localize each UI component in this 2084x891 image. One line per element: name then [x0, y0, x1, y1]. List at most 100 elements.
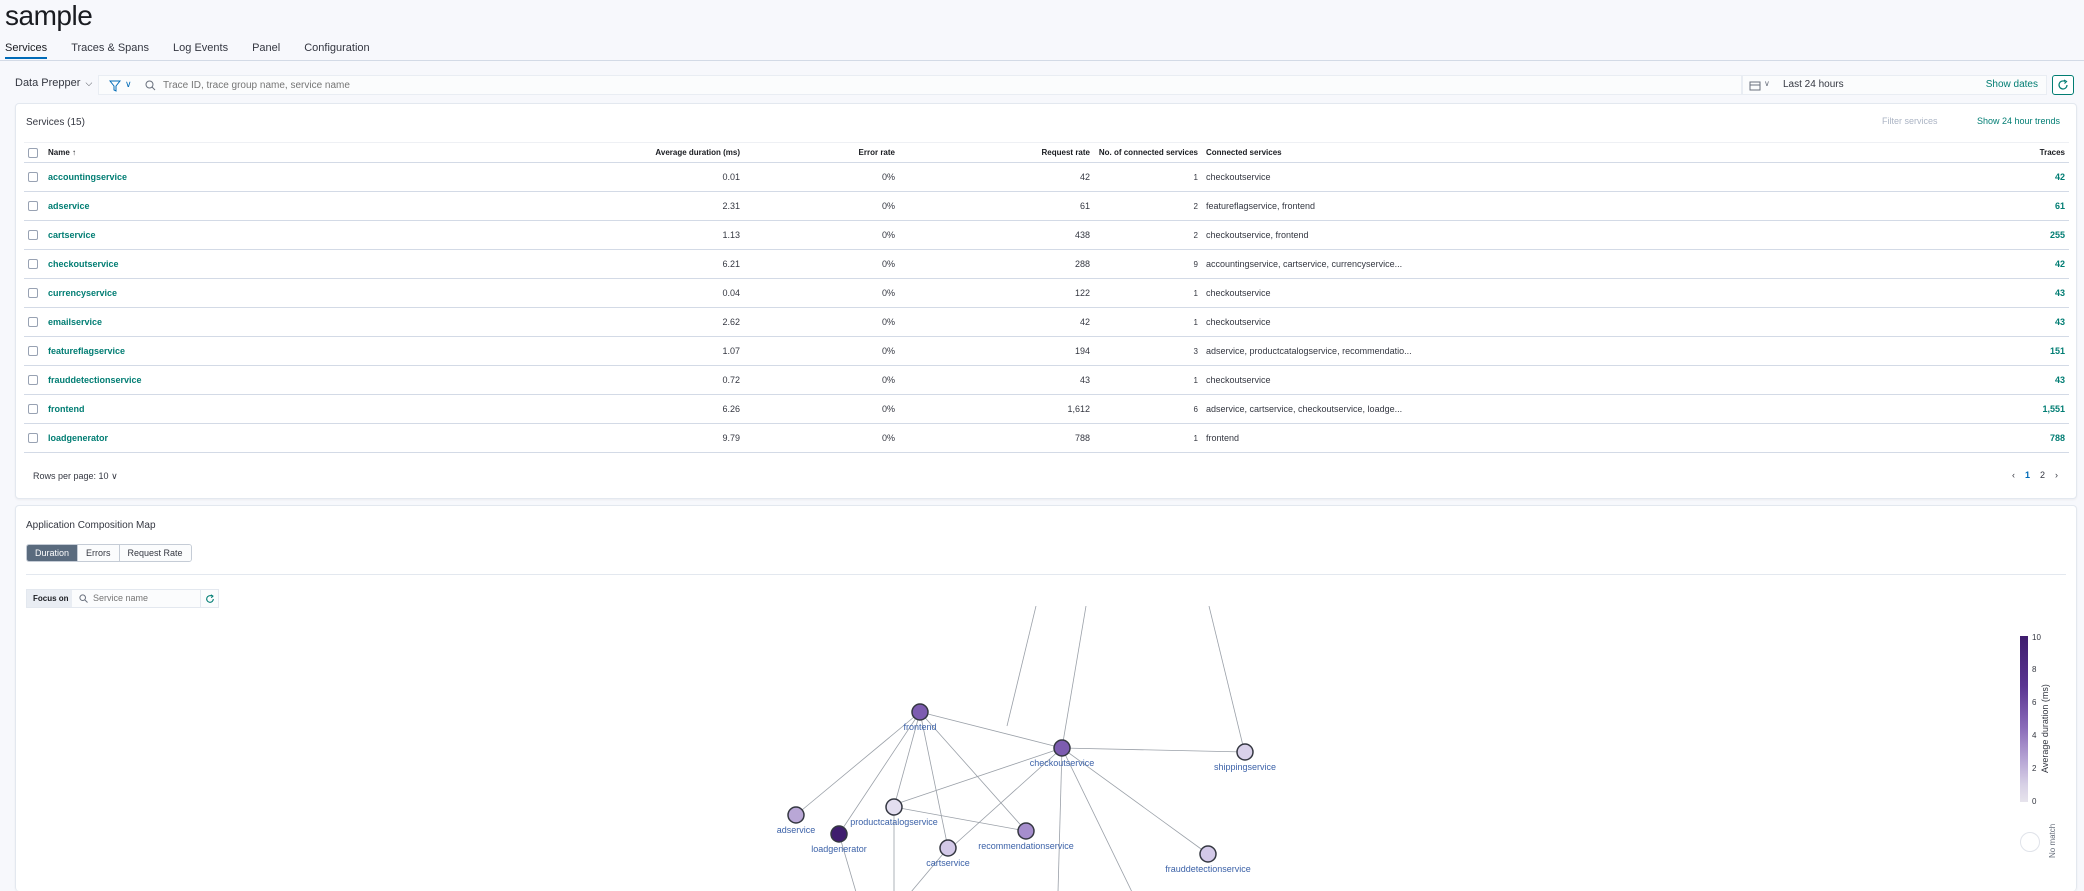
chevron-right-icon[interactable]: ›	[2055, 470, 2058, 480]
tab-log-events[interactable]: Log Events	[173, 42, 229, 54]
graph-node[interactable]	[1236, 743, 1254, 761]
show-trends-link[interactable]: Show 24 hour trends	[1976, 116, 2060, 126]
row-checkbox[interactable]	[28, 259, 38, 270]
column-traces[interactable]: Traces	[1802, 142, 2069, 163]
service-name-link[interactable]: adservice	[48, 201, 90, 211]
rows-per-page-selector[interactable]: Rows per page: 10 ∨	[33, 471, 118, 482]
refresh-icon	[2058, 79, 2068, 90]
tab-panel[interactable]: Panel	[252, 42, 281, 54]
page-2[interactable]: 2	[2039, 470, 2045, 480]
connected-count-cell: 1	[1094, 162, 1202, 192]
error-rate-cell: 0%	[744, 394, 899, 424]
legend-tick: 0	[2032, 797, 2037, 806]
refresh-button[interactable]	[2052, 75, 2074, 95]
row-checkbox[interactable]	[28, 172, 38, 183]
row-checkbox[interactable]	[28, 404, 38, 415]
select-all-cell	[24, 142, 44, 163]
row-checkbox[interactable]	[28, 317, 38, 328]
pagination: ‹ 1 2 ›	[2012, 470, 2058, 480]
traces-cell: 42	[1802, 162, 2069, 192]
column-request-rate[interactable]: Request rate	[899, 142, 1094, 163]
mode-duration-button[interactable]: Duration	[27, 545, 79, 561]
graph-node[interactable]	[830, 825, 848, 843]
avg-duration-cell: 9.79	[344, 423, 744, 453]
graph-node[interactable]	[787, 806, 805, 824]
traces-link[interactable]: 788	[2049, 433, 2065, 443]
traces-cell: 42	[1802, 249, 2069, 279]
column-error-rate[interactable]: Error rate	[744, 142, 899, 163]
row-checkbox[interactable]	[28, 433, 38, 444]
filter-services-input[interactable]: Filter services	[1882, 116, 1938, 126]
traces-link[interactable]: 61	[2054, 201, 2065, 211]
graph-node[interactable]	[911, 703, 929, 721]
graph-node[interactable]	[1017, 822, 1035, 840]
row-checkbox[interactable]	[28, 375, 38, 386]
row-checkbox[interactable]	[28, 346, 38, 357]
service-name-input[interactable]	[93, 591, 193, 605]
table-row: checkoutservice 6.21 0% 288 9 accountingservi…	[24, 249, 2069, 279]
graph-edge	[1061, 747, 1209, 855]
row-checkbox[interactable]	[28, 201, 38, 212]
column-name[interactable]: Name ↑	[44, 142, 344, 163]
tab-configuration[interactable]: Configuration	[304, 42, 370, 54]
traces-link[interactable]: 43	[2054, 375, 2065, 385]
data-source-selector[interactable]: Data Prepper ⌵	[15, 77, 92, 89]
service-name-link[interactable]: frauddetectionservice	[48, 375, 142, 385]
traces-link[interactable]: 1,551	[2042, 404, 2065, 414]
column-avg-duration[interactable]: Average duration (ms)	[344, 142, 744, 163]
traces-link[interactable]: 43	[2054, 288, 2065, 298]
service-name-link[interactable]: accountingservice	[48, 172, 128, 182]
column-connected-count[interactable]: No. of connected services	[1094, 142, 1202, 163]
request-rate-cell: 42	[899, 307, 1094, 337]
tab-services[interactable]: Services	[5, 38, 48, 59]
service-name-link[interactable]: currencyservice	[48, 288, 118, 298]
traces-link[interactable]: 43	[2054, 317, 2065, 327]
graph-node[interactable]	[885, 798, 903, 816]
error-rate-cell: 0%	[744, 423, 899, 453]
service-name-link[interactable]: checkoutservice	[48, 259, 119, 269]
service-name-cell: adservice	[44, 191, 344, 221]
graph-node[interactable]	[1199, 845, 1217, 863]
traces-link[interactable]: 42	[2054, 172, 2065, 182]
legend-tick: 6	[2032, 698, 2037, 707]
service-name-link[interactable]: featureflagservice	[48, 346, 126, 356]
service-name-link[interactable]: loadgenerator	[48, 433, 109, 443]
graph-node[interactable]	[1053, 739, 1071, 757]
request-rate-cell: 43	[899, 365, 1094, 395]
traces-link[interactable]: 151	[2049, 346, 2065, 356]
service-name-link[interactable]: cartservice	[48, 230, 96, 240]
search-input[interactable]	[163, 77, 1063, 93]
row-checkbox[interactable]	[28, 288, 38, 299]
traces-link[interactable]: 42	[2054, 259, 2065, 269]
row-checkbox[interactable]	[28, 230, 38, 241]
focus-refresh-button[interactable]	[200, 590, 218, 607]
chevron-left-icon[interactable]: ‹	[2011, 470, 2015, 480]
sort-up-icon: ↑	[72, 148, 77, 157]
traces-cell: 43	[1802, 278, 2069, 308]
mode-errors-button[interactable]: Errors	[78, 545, 120, 561]
graph-edges	[795, 606, 1247, 891]
page-title: sample	[5, 0, 93, 31]
page-1[interactable]: 1	[2024, 470, 2030, 480]
traces-link[interactable]: 255	[2049, 230, 2065, 240]
traces-cell: 61	[1802, 191, 2069, 221]
show-dates-link[interactable]: Show dates	[1985, 79, 2038, 90]
service-name-link[interactable]: frontend	[48, 404, 85, 414]
select-all-checkbox[interactable]	[28, 147, 38, 158]
chevron-down-icon[interactable]: ∨	[125, 79, 132, 89]
service-name-link[interactable]: emailservice	[48, 317, 103, 327]
error-rate-cell: 0%	[744, 336, 899, 366]
table-row: frauddetectionservice 0.72 0% 43 1 checkoutse…	[24, 365, 2069, 395]
connected-services-cell: adservice, cartservice, checkoutservice,…	[1202, 394, 1802, 424]
legend-axis-title: Average duration (ms)	[2040, 684, 2050, 773]
chevron-down-icon[interactable]: ∨	[1764, 79, 1770, 88]
filter-icon[interactable]	[109, 80, 121, 92]
traces-cell: 43	[1802, 307, 2069, 337]
graph-node[interactable]	[939, 839, 957, 857]
mode-request-rate-button[interactable]: Request Rate	[119, 545, 191, 561]
connected-count-cell: 1	[1094, 423, 1202, 453]
date-range-label[interactable]: Last 24 hours	[1783, 79, 1844, 90]
calendar-icon[interactable]	[1749, 80, 1761, 91]
tab-traces-spans[interactable]: Traces & Spans	[71, 42, 150, 54]
column-connected-services: Connected services	[1202, 142, 1802, 163]
